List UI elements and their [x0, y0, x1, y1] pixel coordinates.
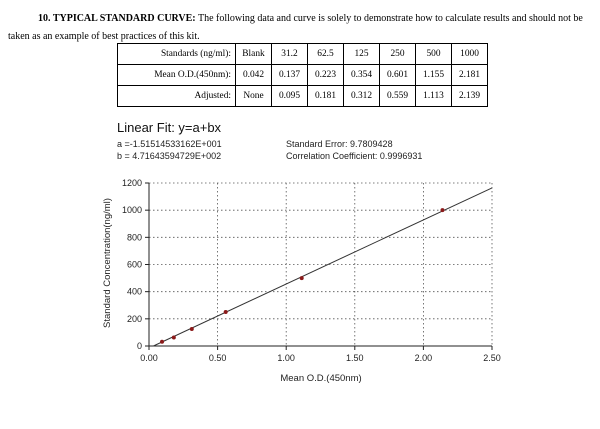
x-tick-label: 1.50: [346, 353, 364, 363]
table-cell: 0.559: [379, 85, 416, 107]
y-axis-title: Standard Concentration(ng/ml): [102, 198, 113, 328]
data-marks: [153, 187, 493, 347]
intro-text-line2: taken as an example of best practices of…: [8, 31, 200, 42]
data-point: [440, 208, 445, 213]
data-point: [160, 339, 165, 344]
tick-labels: 0 200 400 600 800 1000 1200 0.00 0.50 1.00 1.50 2.0…: [122, 178, 501, 363]
table-cell: 2.139: [451, 85, 488, 107]
x-tick-label: 2.00: [415, 353, 433, 363]
x-tick-label: 2.50: [483, 353, 501, 363]
y-tick-label: 400: [127, 287, 142, 297]
data-point: [189, 327, 194, 332]
y-tick-label: 200: [127, 314, 142, 324]
y-tick-label: 1200: [122, 178, 142, 188]
fit-coefficient-b: b = 4.71643594729E+002: [117, 151, 222, 161]
intro-text-line1: The following data and curve is solely t…: [197, 13, 583, 24]
standards-table: Standards (ng/ml): Blank 31.2 62.5 125 2…: [117, 43, 488, 107]
y-tick-label: 600: [127, 260, 142, 270]
table-row: Adjusted: None 0.095 0.181 0.312 0.559 1…: [117, 85, 488, 107]
x-tick-label: 0.50: [209, 353, 227, 363]
fit-title: Linear Fit: y=a+bx: [117, 120, 222, 135]
x-tick-label: 0.00: [140, 353, 158, 363]
table-cell: Adjusted:: [117, 85, 236, 107]
y-tick-label: 0: [137, 341, 142, 351]
data-point: [299, 276, 304, 281]
table-row: Mean O.D.(450nm): 0.042 0.137 0.223 0.35…: [117, 64, 488, 86]
y-tick-label: 800: [127, 232, 142, 242]
data-point: [223, 310, 228, 315]
fit-correlation: Correlation Coefficient: 0.9996931: [286, 151, 423, 161]
fit-standard-error: Standard Error: 9.7809428: [286, 139, 393, 149]
y-tick-label: 1000: [122, 205, 142, 215]
x-tick-label: 1.00: [277, 353, 295, 363]
section-heading: 10. TYPICAL STANDARD CURVE:: [38, 13, 196, 24]
grid-layer: [149, 182, 493, 346]
fit-line: [153, 187, 493, 347]
fit-coefficient-a: a =-1.51514533162E+001: [117, 139, 222, 149]
x-axis-title: Mean O.D.(450nm): [280, 373, 361, 384]
axis-layer: [145, 182, 493, 350]
data-point: [171, 335, 176, 340]
